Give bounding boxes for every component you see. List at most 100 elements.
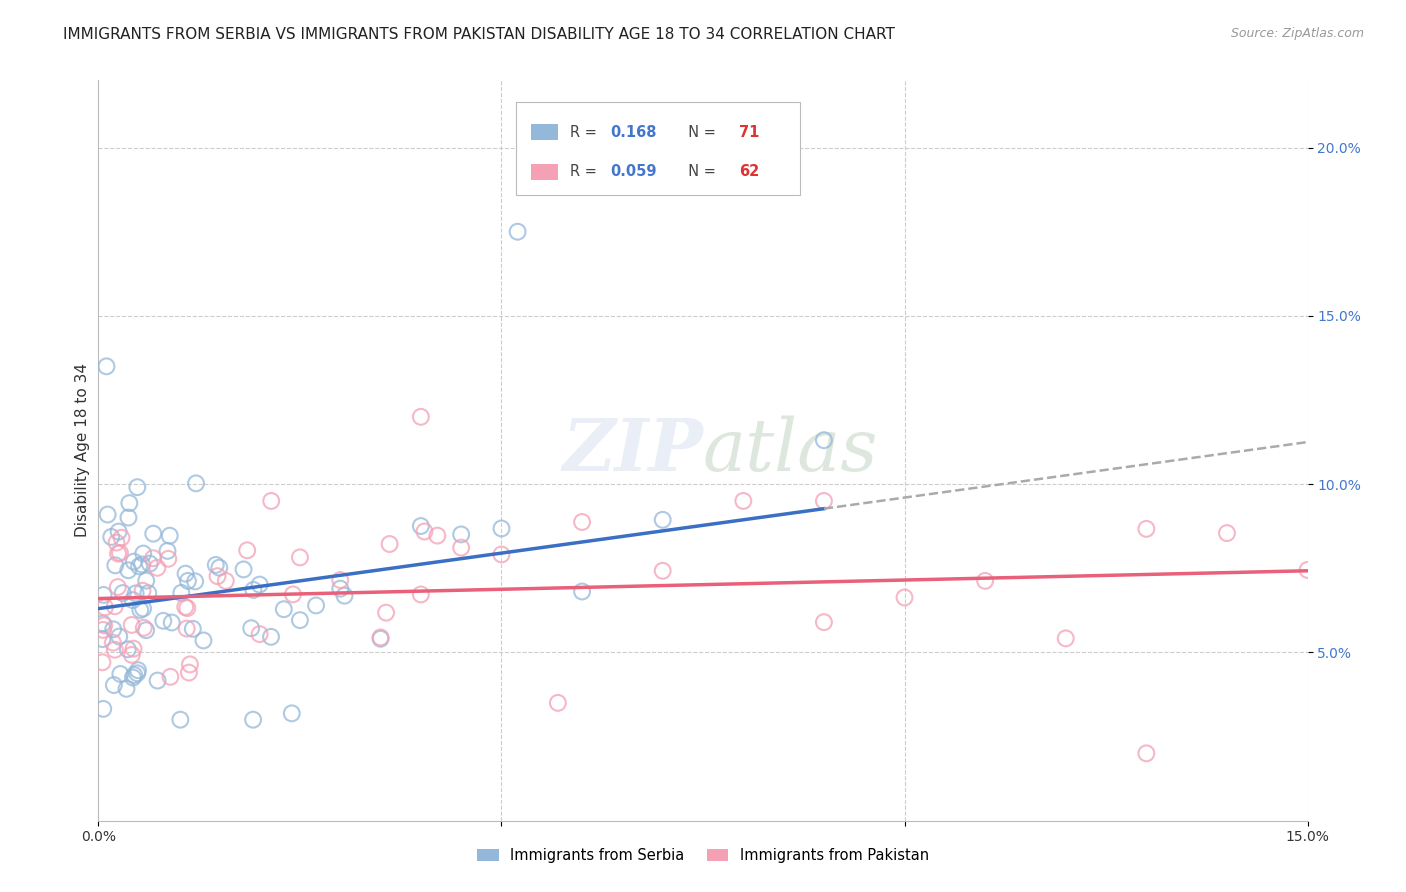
Point	[122, 671, 145, 685]
Point	[215, 574, 238, 588]
Point	[281, 706, 304, 721]
Point	[157, 551, 180, 566]
Text: 62: 62	[740, 164, 759, 179]
Point	[491, 548, 513, 562]
Point	[115, 681, 138, 696]
Text: 71: 71	[740, 125, 759, 140]
Text: IMMIGRANTS FROM SERBIA VS IMMIGRANTS FROM PAKISTAN DISABILITY AGE 18 TO 34 CORRE: IMMIGRANTS FROM SERBIA VS IMMIGRANTS FRO…	[63, 27, 896, 42]
Point	[184, 574, 207, 589]
Point	[571, 584, 593, 599]
Point	[181, 622, 204, 636]
FancyBboxPatch shape	[531, 164, 558, 180]
Point	[146, 561, 169, 575]
Point	[127, 663, 149, 677]
Point	[813, 494, 835, 508]
Point	[159, 529, 181, 543]
Point	[129, 603, 152, 617]
Point	[160, 615, 183, 630]
Point	[121, 648, 143, 662]
Point	[1216, 526, 1239, 541]
Point	[93, 618, 115, 632]
Point	[813, 615, 835, 629]
Point	[108, 546, 131, 560]
Point	[179, 657, 201, 672]
Point	[184, 476, 207, 491]
Point	[232, 562, 254, 576]
Point	[170, 586, 193, 600]
Point	[107, 547, 129, 561]
Point	[118, 496, 141, 510]
Point	[94, 600, 117, 615]
Point	[177, 574, 200, 588]
Text: Source: ZipAtlas.com: Source: ZipAtlas.com	[1230, 27, 1364, 40]
Point	[110, 531, 132, 545]
Point	[127, 666, 149, 681]
Point	[409, 519, 432, 533]
Point	[193, 633, 215, 648]
Point	[136, 586, 159, 600]
Point	[288, 613, 311, 627]
Text: 0.168: 0.168	[610, 125, 657, 140]
Point	[450, 527, 472, 541]
Point	[974, 574, 997, 588]
Point	[491, 521, 513, 535]
Point	[122, 555, 145, 569]
Text: atlas: atlas	[703, 415, 879, 486]
Point	[117, 510, 139, 524]
Point	[156, 544, 179, 558]
Point	[146, 673, 169, 688]
Point	[128, 559, 150, 574]
Point	[208, 560, 231, 574]
Point	[122, 668, 145, 682]
Point	[506, 225, 529, 239]
Point	[91, 632, 114, 646]
Point	[651, 564, 673, 578]
Point	[107, 524, 129, 539]
Point	[124, 586, 146, 600]
Point	[426, 528, 449, 542]
Point	[249, 627, 271, 641]
Point	[135, 574, 157, 588]
Point	[260, 494, 283, 508]
Point	[91, 616, 114, 631]
Point	[651, 513, 673, 527]
Point	[571, 515, 593, 529]
Point	[93, 588, 115, 602]
Point	[547, 696, 569, 710]
FancyBboxPatch shape	[531, 124, 558, 140]
Point	[97, 508, 120, 522]
Point	[174, 566, 197, 581]
Point	[305, 599, 328, 613]
Point	[138, 557, 160, 571]
Point	[240, 621, 263, 635]
Point	[409, 587, 432, 601]
Point	[108, 630, 131, 644]
Text: R =: R =	[569, 125, 602, 140]
Point	[131, 558, 153, 572]
Point	[176, 601, 198, 615]
Point	[107, 580, 129, 594]
Point	[104, 558, 127, 573]
Text: 0.059: 0.059	[610, 164, 657, 179]
Point	[370, 631, 392, 645]
Point	[135, 623, 157, 637]
Point	[103, 678, 125, 692]
Point	[242, 582, 264, 597]
Point	[121, 618, 143, 632]
Point	[249, 577, 271, 591]
Point	[103, 622, 125, 636]
Point	[104, 599, 127, 614]
Point	[273, 602, 295, 616]
Point	[281, 587, 304, 601]
Text: N =: N =	[679, 164, 720, 179]
Point	[104, 642, 127, 657]
Point	[413, 524, 436, 539]
Point	[96, 359, 118, 374]
Point	[329, 582, 352, 596]
Point	[105, 535, 128, 549]
Point	[122, 641, 145, 656]
Point	[1135, 747, 1157, 761]
Point	[91, 623, 114, 637]
Y-axis label: Disability Age 18 to 34: Disability Age 18 to 34	[75, 363, 90, 538]
Point	[111, 586, 134, 600]
